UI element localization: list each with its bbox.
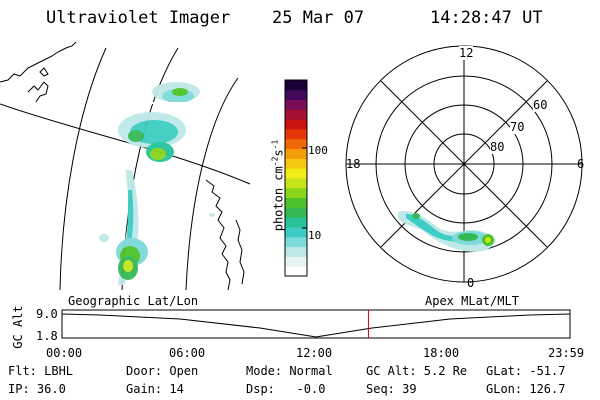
colorbar-cell <box>285 197 307 208</box>
geographic-map <box>0 41 251 290</box>
mlt-label-6: 6 <box>577 157 585 171</box>
unit-exp-1: -2 <box>270 156 280 167</box>
colorbar-cell <box>285 256 307 267</box>
colorbar-tick-10: 10 <box>308 229 322 242</box>
unit-photon-cm: photon cm <box>271 166 286 232</box>
gain-status: Gain: 14 <box>126 382 184 396</box>
filter-status: Flt: LBHL <box>8 364 74 378</box>
xtick-1200: 12:00 <box>296 346 333 360</box>
colorbar-cell <box>285 148 307 159</box>
polar-aurora <box>398 210 496 252</box>
mode-status: Mode: Normal <box>246 364 333 378</box>
xtick-1800: 18:00 <box>423 346 460 360</box>
colorbar-cell <box>285 207 307 218</box>
colorbar-cell <box>285 99 307 110</box>
polar-plot <box>345 45 583 283</box>
timeline-ytick-bottom: 1.8 <box>36 329 58 343</box>
grid-line <box>185 77 239 290</box>
colorbar-cell <box>285 246 307 257</box>
mlt-label-0: 0 <box>467 276 475 290</box>
colorbar-cell <box>285 89 307 101</box>
colorbar-cell <box>285 187 307 199</box>
xtick-0000: 00:00 <box>46 346 83 360</box>
glon-status: GLon: 126.7 <box>486 382 566 396</box>
altitude-timeline <box>61 309 571 339</box>
colorbar-cell <box>285 109 307 120</box>
timeline-right-caption: Apex MLat/MLT <box>425 294 519 308</box>
lat-label-80: 80 <box>490 140 505 154</box>
xtick-2359: 23:59 <box>548 346 585 360</box>
unit-s: s <box>271 149 286 157</box>
colorbar-cell <box>285 217 307 228</box>
coastline <box>235 219 245 285</box>
colorbar-cell <box>285 266 307 277</box>
timeline-left-caption: Geographic Lat/Lon <box>68 294 199 308</box>
colorbar-unit-label: photon cm-2s-1 <box>271 116 286 256</box>
lat-label-60: 60 <box>533 98 548 112</box>
date-label: 25 Mar 07 <box>272 8 365 28</box>
xtick-0600: 06:00 <box>169 346 206 360</box>
colorbar-cell <box>285 129 307 140</box>
colorbar-cell <box>285 236 307 248</box>
grid-line <box>59 47 107 290</box>
colorbar-cell <box>285 227 307 238</box>
coastline <box>39 67 49 77</box>
lat-label-70: 70 <box>510 120 525 134</box>
instrument-title: Ultraviolet Imager <box>46 8 231 28</box>
colorbar-cell <box>285 80 307 91</box>
colorbar-cell <box>285 119 307 130</box>
colorbar-cell <box>285 178 307 189</box>
altitude-curve <box>61 313 571 338</box>
glat-status: GLat: -51.7 <box>486 364 566 378</box>
colorbar-cell <box>285 158 307 169</box>
timeline-ylabel: GC Alt <box>11 305 25 349</box>
colorbar-tick-100: 100 <box>308 144 328 157</box>
coastline <box>205 179 231 290</box>
grid-line <box>0 103 251 185</box>
coastline <box>0 41 77 83</box>
unit-exp-2: -1 <box>270 139 280 150</box>
colorbar-cell <box>285 138 307 150</box>
dsp-status: Dsp: -0.0 <box>246 382 326 396</box>
colorbar <box>284 79 308 277</box>
colorbar-cell <box>285 168 307 179</box>
ip-status: IP: 36.0 <box>8 382 66 396</box>
door-status: Door: Open <box>126 364 199 378</box>
timeline-ytick-top: 9.0 <box>36 307 58 321</box>
mlt-label-18: 18 <box>346 157 361 171</box>
time-label: 14:28:47 UT <box>430 8 543 28</box>
gc-alt-status: GC Alt: 5.2 Re <box>366 364 468 378</box>
mlt-label-12: 12 <box>459 46 474 60</box>
aurora-emission <box>99 82 215 285</box>
seq-status: Seq: 39 <box>366 382 417 396</box>
coastline <box>27 81 49 103</box>
